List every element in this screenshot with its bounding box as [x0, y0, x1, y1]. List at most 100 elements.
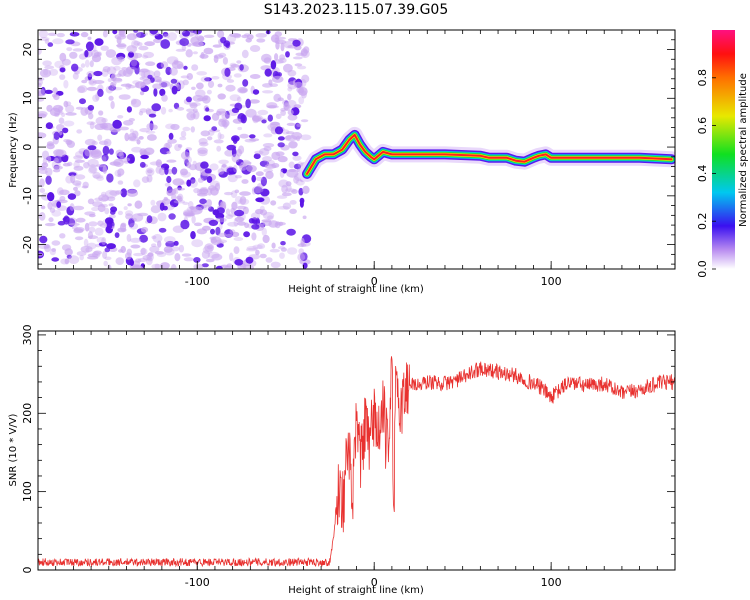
- snr-y-ticks: 0 100 200 300: [21, 324, 675, 574]
- noise-blob: [201, 250, 210, 259]
- noise-blob: [203, 95, 209, 100]
- noise-blob: [291, 132, 303, 140]
- noise-blob: [69, 51, 78, 59]
- noise-blob: [140, 154, 149, 160]
- noise-blob: [88, 213, 96, 218]
- noise-blob: [131, 146, 143, 153]
- noise-blob: [232, 118, 243, 124]
- noise-blob: [177, 144, 183, 148]
- noise-blob: [68, 172, 77, 177]
- noise-blob: [261, 53, 272, 63]
- noise-blob: [127, 203, 132, 207]
- noise-blob: [190, 177, 196, 184]
- noise-blob: [216, 145, 222, 152]
- noise-blob: [45, 167, 53, 177]
- noise-blob: [185, 49, 193, 58]
- noise-blob: [49, 68, 59, 76]
- noise-blob: [226, 144, 236, 151]
- noise-blob: [300, 134, 312, 141]
- noise-blob: [276, 195, 288, 199]
- noise-blob: [217, 30, 225, 38]
- noise-blob: [84, 138, 96, 146]
- noise-blob: [39, 68, 52, 78]
- noise-blob: [116, 44, 127, 48]
- noise-blob: [147, 252, 154, 257]
- noise-blob: [238, 145, 245, 154]
- noise-blob: [253, 153, 261, 160]
- noise-blob: [293, 163, 302, 170]
- noise-blob: [302, 262, 308, 269]
- noise-blob: [298, 96, 305, 105]
- noise-blob: [126, 189, 138, 197]
- noise-blob: [107, 78, 113, 83]
- noise-blob: [120, 188, 128, 198]
- noise-blob: [132, 52, 143, 59]
- noise-blob: [157, 212, 167, 222]
- noise-blob: [234, 189, 240, 194]
- noise-blob: [49, 248, 56, 256]
- noise-blob: [87, 36, 92, 40]
- noise-blob: [200, 186, 208, 192]
- noise-blob: [267, 215, 274, 220]
- noise-blob: [266, 159, 275, 167]
- noise-blob: [287, 114, 298, 121]
- noise-blob: [210, 236, 222, 246]
- noise-blob: [94, 197, 103, 202]
- noise-blob: [67, 193, 77, 200]
- noise-blob: [175, 48, 186, 52]
- noise-blob: [182, 79, 189, 86]
- noise-blob: [203, 34, 215, 38]
- noise-blob: [210, 228, 215, 235]
- noise-blob: [218, 232, 227, 238]
- noise-blob: [139, 161, 146, 168]
- noise-blob: [84, 222, 90, 232]
- noise-blob: [266, 102, 278, 109]
- noise-blob: [86, 71, 95, 77]
- noise-blob: [173, 187, 186, 191]
- noise-blob: [260, 176, 267, 187]
- noise-blob: [221, 114, 231, 120]
- noise-blob: [113, 158, 124, 167]
- noise-blob: [43, 68, 49, 76]
- noise-blob: [229, 252, 234, 262]
- noise-blob: [53, 157, 59, 163]
- noise-blob: [52, 87, 58, 94]
- noise-blob: [248, 218, 255, 224]
- noise-blob: [89, 60, 94, 68]
- noise-blob: [278, 57, 287, 64]
- noise-blob: [39, 188, 46, 193]
- noise-blob: [126, 45, 138, 53]
- noise-blob: [117, 227, 127, 233]
- noise-blob: [226, 167, 235, 176]
- noise-blob: [298, 248, 305, 255]
- noise-blob: [213, 139, 224, 144]
- noise-blob: [169, 67, 178, 76]
- noise-blob: [236, 60, 242, 64]
- noise-blob: [80, 107, 89, 116]
- noise-blob: [240, 114, 247, 124]
- noise-blob: [38, 111, 48, 117]
- noise-blob: [39, 30, 48, 39]
- noise-blob: [183, 211, 193, 217]
- noise-blob: [63, 79, 69, 89]
- noise-blob: [229, 94, 241, 102]
- noise-blob: [153, 87, 158, 97]
- noise-blob: [229, 229, 236, 235]
- noise-blob: [126, 67, 137, 71]
- noise-blob: [57, 220, 66, 226]
- noise-blob: [186, 108, 195, 113]
- noise-blob: [86, 86, 98, 91]
- noise-blob: [83, 161, 90, 169]
- noise-blob: [199, 198, 207, 205]
- noise-blob: [160, 39, 171, 49]
- noise-blob: [115, 190, 123, 195]
- noise-blob: [77, 85, 88, 93]
- noise-blob: [57, 187, 64, 196]
- noise-blob: [245, 98, 251, 109]
- spectrogram-x-tick-label: -100: [185, 275, 210, 288]
- noise-blob: [158, 227, 167, 233]
- noise-blob: [280, 247, 287, 252]
- noise-blob: [130, 57, 138, 67]
- colorbar-tick-label: 0.8: [696, 69, 709, 87]
- noise-blob: [38, 82, 42, 88]
